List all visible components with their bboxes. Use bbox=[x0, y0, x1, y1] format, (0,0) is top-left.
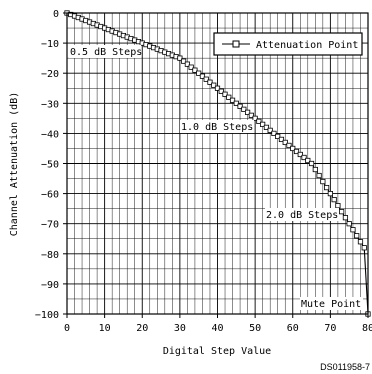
axis-ticks: 0 10 20 30 40 50 60 70 80 0 −10 −20 −30 −40 −50 −60 −70 −… bbox=[35, 9, 372, 334]
data-point-marker bbox=[256, 118, 262, 124]
data-point-marker bbox=[199, 73, 206, 79]
data-point-marker bbox=[320, 178, 326, 185]
annotation-2.0db-steps: 2.0 dB Steps bbox=[266, 210, 338, 221]
data-point-marker bbox=[181, 58, 187, 64]
x-tick-label: 40 bbox=[211, 323, 223, 334]
data-point-marker bbox=[342, 215, 349, 221]
y-tick-label: −50 bbox=[41, 160, 59, 171]
x-tick-label: 10 bbox=[99, 323, 111, 334]
data-point-marker bbox=[275, 133, 281, 140]
data-point-marker bbox=[346, 221, 352, 227]
annotation-1.0db-steps: 1.0 dB Steps bbox=[181, 122, 253, 133]
data-point-marker bbox=[267, 127, 273, 133]
legend-marker bbox=[232, 40, 240, 48]
annotation-bg-3 bbox=[300, 297, 363, 310]
data-point-marker bbox=[252, 115, 258, 121]
data-point-marker bbox=[278, 136, 285, 143]
annotation-bg-1 bbox=[180, 120, 254, 133]
x-axis-label: Digital Step Value bbox=[163, 346, 271, 357]
annotation-mute-point: Mute Point bbox=[301, 299, 361, 310]
data-point-marker bbox=[316, 172, 322, 179]
data-point-marker bbox=[312, 166, 318, 173]
data-point-marker bbox=[196, 70, 202, 76]
x-tick-label: 30 bbox=[174, 323, 186, 334]
data-point-marker bbox=[237, 103, 243, 109]
data-point-marker bbox=[293, 148, 300, 155]
data-point-marker bbox=[357, 239, 364, 245]
annotation-0.5db-steps: 0.5 dB Steps bbox=[70, 47, 142, 58]
annotation-bg-0 bbox=[69, 45, 141, 58]
x-tick-label: 70 bbox=[324, 323, 336, 334]
y-tick-label: −90 bbox=[41, 280, 59, 291]
annotation-bg-2 bbox=[265, 208, 339, 221]
data-point-marker bbox=[286, 142, 292, 149]
data-point-marker bbox=[226, 94, 232, 100]
y-tick-label: −70 bbox=[41, 220, 59, 231]
x-tick-label: 60 bbox=[287, 323, 299, 334]
data-point-marker bbox=[207, 79, 213, 85]
y-tick-label: −30 bbox=[41, 99, 59, 110]
data-point-marker bbox=[301, 154, 307, 161]
data-point-marker bbox=[339, 209, 345, 215]
data-point-marker bbox=[290, 145, 296, 152]
data-point-marker bbox=[260, 121, 266, 127]
data-point-marker bbox=[218, 88, 224, 94]
x-tick-label: 80 bbox=[362, 323, 372, 334]
y-axis-label: Channel Attenuation (dB) bbox=[9, 92, 20, 237]
data-point-marker bbox=[327, 190, 333, 197]
y-tick-label: −10 bbox=[41, 39, 59, 50]
figure-code: DS011958-7 bbox=[320, 362, 370, 372]
data-point-marker bbox=[282, 139, 288, 146]
grid bbox=[66, 12, 369, 315]
data-point-marker bbox=[248, 112, 254, 118]
data-point-marker bbox=[297, 151, 303, 158]
series-attenuation bbox=[64, 10, 371, 317]
data-point-marker bbox=[308, 160, 315, 167]
x-tick-label: 20 bbox=[136, 323, 148, 334]
data-point-marker bbox=[211, 82, 217, 88]
y-tick-label: −100 bbox=[35, 310, 59, 321]
data-point-marker bbox=[177, 55, 183, 61]
y-tick-label: −40 bbox=[41, 129, 59, 140]
y-tick-label: −80 bbox=[41, 250, 59, 261]
y-tick-label: 0 bbox=[53, 9, 59, 20]
data-point-marker bbox=[324, 184, 330, 191]
data-point-marker bbox=[335, 203, 341, 209]
x-tick-label: 0 bbox=[64, 323, 70, 334]
legend: Attenuation Point bbox=[213, 32, 363, 56]
data-point-marker bbox=[331, 197, 337, 203]
data-point-marker bbox=[241, 106, 247, 112]
data-point-marker bbox=[361, 245, 367, 251]
data-point-marker bbox=[229, 97, 236, 103]
data-point-marker bbox=[263, 124, 270, 130]
data-point-marker bbox=[203, 76, 209, 82]
data-point-marker bbox=[184, 61, 190, 67]
x-tick-label: 50 bbox=[249, 323, 261, 334]
y-tick-label: −20 bbox=[41, 69, 59, 80]
data-point-marker bbox=[233, 100, 239, 106]
legend-box bbox=[213, 32, 363, 56]
annotations: 0.5 dB Steps 1.0 dB Steps 2.0 dB Steps M… bbox=[69, 45, 363, 310]
data-point-marker bbox=[192, 67, 198, 73]
y-tick-label: −60 bbox=[41, 190, 59, 201]
data-point-marker bbox=[350, 227, 356, 233]
data-point-marker bbox=[305, 157, 311, 164]
data-point-marker bbox=[244, 109, 251, 115]
data-point-marker bbox=[222, 91, 228, 97]
data-point-marker bbox=[214, 85, 221, 91]
data-point-marker bbox=[271, 130, 277, 136]
legend-label: Attenuation Point bbox=[256, 40, 358, 51]
data-point-marker bbox=[188, 64, 194, 70]
data-point-marker bbox=[354, 233, 360, 239]
